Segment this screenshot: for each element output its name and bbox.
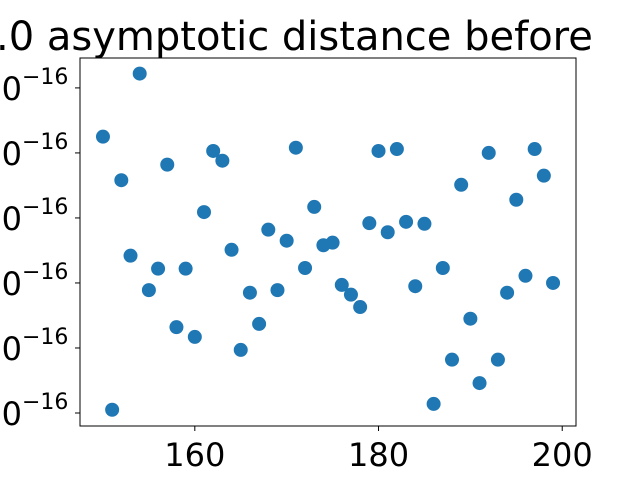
point — [288, 140, 303, 155]
point — [472, 376, 487, 391]
point — [242, 285, 257, 300]
y-tick-mantissa: 0 — [2, 395, 22, 433]
point — [224, 242, 239, 257]
point — [233, 342, 248, 357]
point — [279, 233, 294, 248]
plot-frame — [79, 57, 577, 427]
point — [160, 157, 175, 172]
point — [445, 352, 459, 367]
point — [197, 205, 211, 220]
point — [307, 199, 322, 214]
point — [399, 214, 414, 229]
point — [389, 142, 404, 157]
point — [270, 283, 285, 298]
y-tick-label: 0 — [2, 265, 22, 303]
y-tick-exponent: −16 — [22, 130, 68, 155]
y-tick-exponent: −16 — [22, 65, 68, 90]
point — [178, 261, 193, 276]
y-tick-label: 0 — [2, 70, 22, 108]
point — [490, 352, 505, 367]
point — [371, 143, 386, 158]
y-tick-exponent: −16 — [22, 390, 68, 415]
y-tick-mantissa: 0 — [2, 70, 22, 108]
y-tick-exponent: −16 — [22, 195, 68, 220]
point — [380, 225, 395, 240]
point — [261, 222, 276, 237]
point — [343, 287, 358, 302]
point — [169, 320, 184, 335]
y-tick-exponent: −16 — [22, 325, 68, 350]
point — [518, 268, 533, 283]
point — [417, 216, 432, 231]
point — [509, 192, 524, 207]
point — [105, 402, 120, 417]
point — [435, 261, 450, 276]
point — [463, 311, 478, 326]
point — [187, 329, 202, 344]
point — [215, 153, 230, 168]
y-tick-label: 0 — [2, 200, 22, 238]
x-tick-label: 180 — [348, 436, 409, 474]
point — [123, 248, 138, 263]
point — [132, 66, 147, 81]
point — [95, 129, 110, 144]
point — [114, 173, 129, 188]
point — [362, 216, 377, 231]
y-tick-mantissa: 0 — [2, 330, 22, 368]
chart-title: .0 asymptotic distance before — [0, 14, 593, 60]
y-tick-label: 0 — [2, 395, 22, 433]
point — [151, 261, 166, 276]
point — [353, 300, 368, 315]
y-tick-label: 0 — [2, 135, 22, 173]
point — [527, 142, 542, 157]
point — [408, 279, 423, 294]
x-tick-label: 160 — [164, 436, 225, 474]
point — [334, 277, 349, 292]
y-tick-label: 0 — [2, 330, 22, 368]
x-tick-label: 200 — [532, 436, 593, 474]
y-tick-mantissa: 0 — [2, 265, 22, 303]
point — [454, 177, 469, 192]
y-tick-exponent: −16 — [22, 260, 68, 285]
y-tick-mantissa: 0 — [2, 200, 22, 238]
point — [426, 396, 441, 411]
point — [500, 285, 515, 300]
point — [298, 261, 313, 276]
point — [252, 316, 267, 331]
point — [325, 235, 340, 250]
point — [206, 143, 221, 158]
point — [481, 145, 496, 160]
y-tick-mantissa: 0 — [2, 135, 22, 173]
point — [141, 283, 156, 298]
point — [546, 275, 561, 290]
point — [536, 168, 551, 183]
